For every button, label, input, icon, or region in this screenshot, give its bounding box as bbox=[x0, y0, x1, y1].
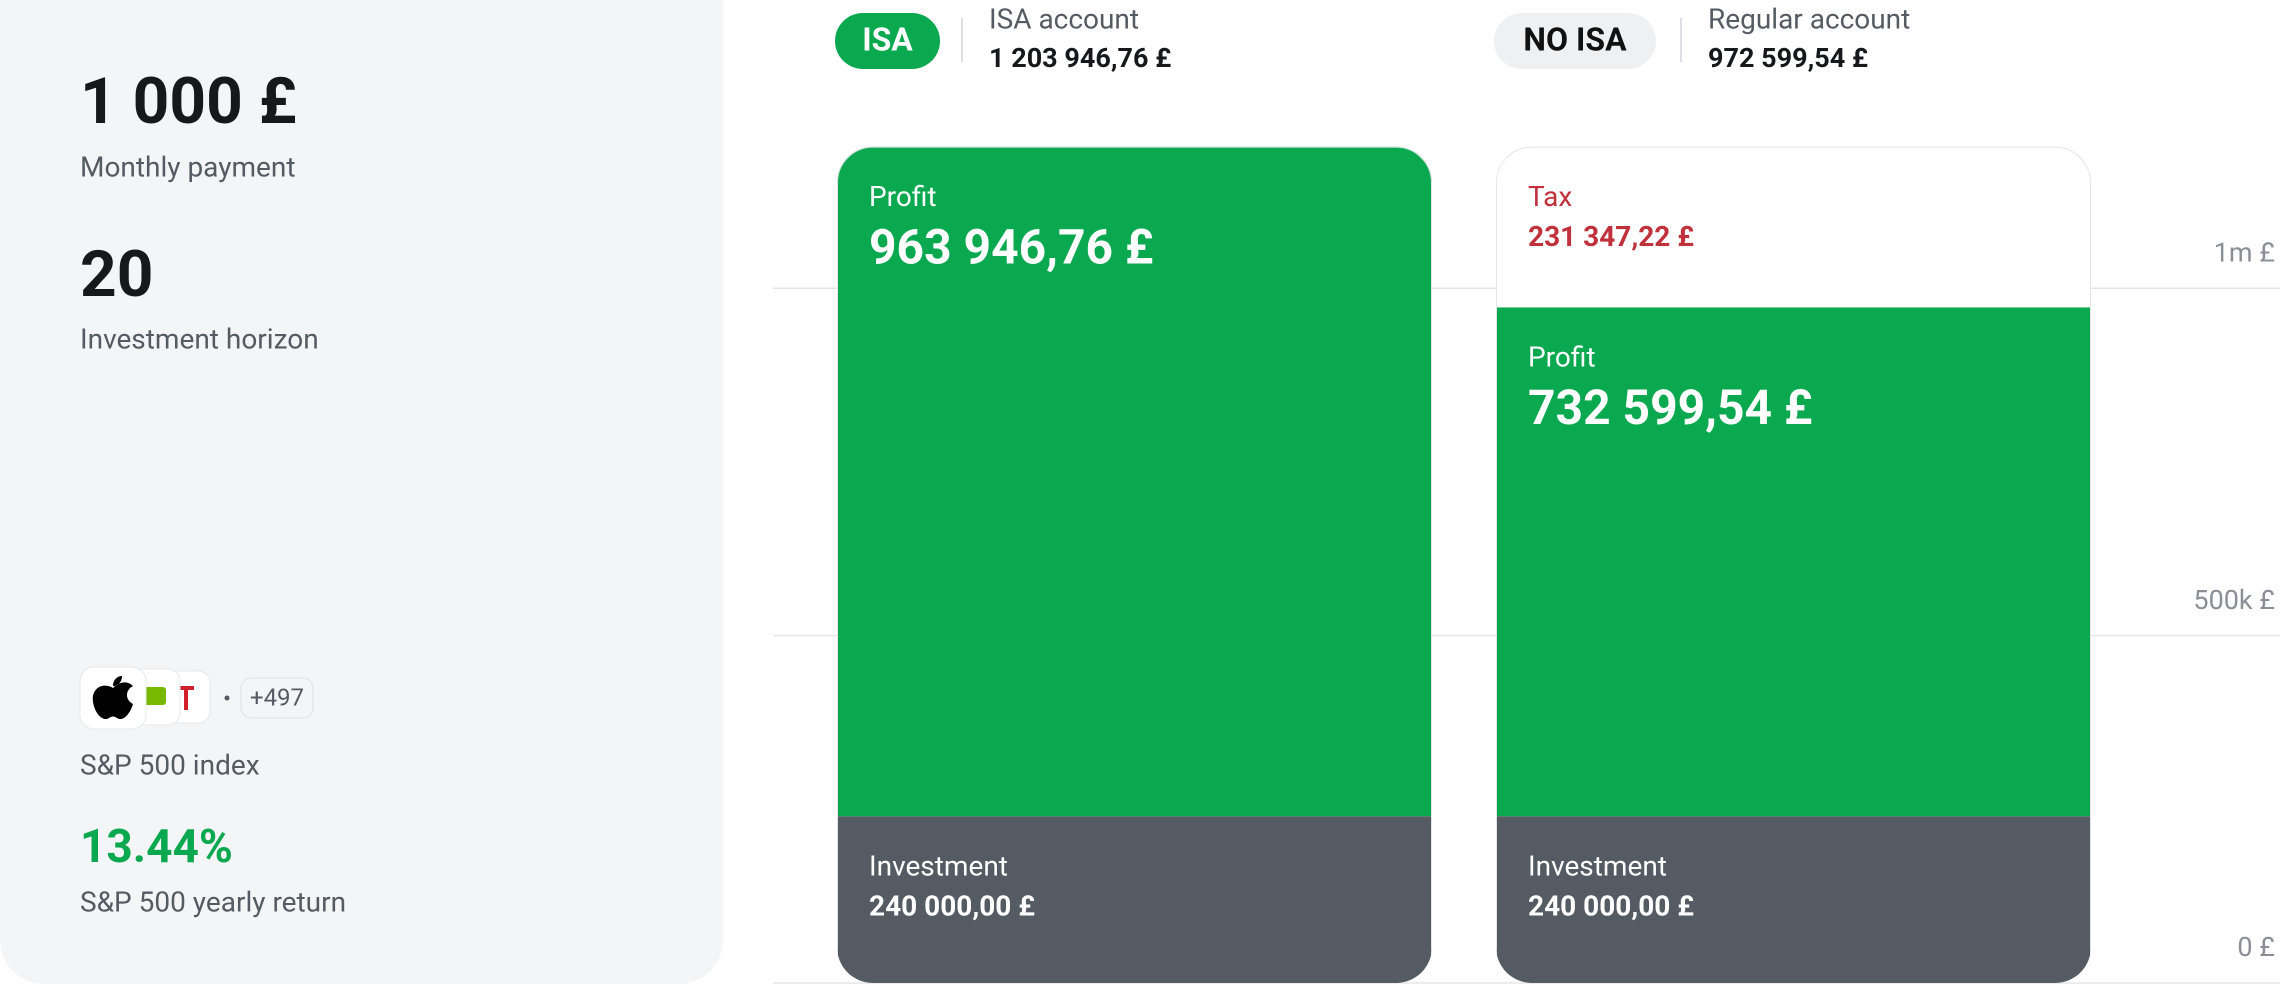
bar-segment bbox=[1496, 307, 2091, 817]
stacked-bar: Investment 240 000,00 £ Profit 732 599,54 £… bbox=[1496, 146, 2091, 983]
segment-value: 240 000,00 £ bbox=[869, 890, 1035, 923]
nvidia-logo bbox=[144, 687, 166, 705]
account-total: 972 599,54 £ bbox=[1708, 42, 1868, 74]
segment-value: 732 599,54 £ bbox=[1528, 379, 1813, 436]
apple-logo bbox=[92, 676, 133, 720]
separator-dot bbox=[224, 695, 230, 701]
monthly-payment-label: Monthly payment bbox=[80, 150, 295, 183]
account-name: ISA account bbox=[989, 2, 1139, 35]
y-tick-label: 1m £ bbox=[2214, 236, 2275, 268]
account-total: 1 203 946,76 £ bbox=[989, 42, 1171, 74]
horizon-label: Investment horizon bbox=[80, 322, 319, 355]
segment-name: Investment bbox=[1528, 850, 1667, 883]
account-badge bbox=[1494, 13, 1656, 69]
more-count: +497 bbox=[250, 683, 304, 711]
segment-value: 231 347,22 £ bbox=[1528, 220, 1694, 253]
segment-name: Investment bbox=[869, 850, 1008, 883]
stock-icons: +497 bbox=[79, 666, 314, 730]
sidebar-panel bbox=[0, 0, 723, 984]
account-name: Regular account bbox=[1708, 2, 1910, 35]
monthly-payment: 1 000 £ bbox=[80, 64, 297, 139]
segment-name: Profit bbox=[869, 180, 937, 213]
tesla-logo bbox=[180, 686, 194, 710]
account-badge-label: NO ISA bbox=[1523, 20, 1627, 58]
segment-value: 240 000,00 £ bbox=[1528, 890, 1694, 923]
y-tick-label: 0 £ bbox=[2237, 931, 2275, 963]
bar-segment bbox=[1496, 816, 2091, 983]
segment-value: 963 946,76 £ bbox=[869, 218, 1154, 275]
account-badge bbox=[835, 13, 940, 69]
bar-segment bbox=[837, 146, 1432, 817]
account-badge-label: ISA bbox=[862, 20, 913, 58]
index-label: S&P 500 index bbox=[80, 748, 260, 781]
yearly-return-label: S&P 500 yearly return bbox=[80, 885, 346, 918]
horizon: 20 bbox=[80, 237, 153, 312]
yearly-return: 13.44% bbox=[80, 820, 233, 874]
stacked-bar: Investment 240 000,00 £ Profit 963 946,76 £ bbox=[837, 146, 1432, 983]
segment-name: Tax bbox=[1528, 180, 1572, 213]
bar-segment bbox=[1496, 146, 2091, 308]
more-pill bbox=[240, 677, 314, 719]
segment-name: Profit bbox=[1528, 341, 1596, 374]
bar-segment bbox=[837, 816, 1432, 983]
y-tick-label: 500k £ bbox=[2193, 584, 2275, 616]
